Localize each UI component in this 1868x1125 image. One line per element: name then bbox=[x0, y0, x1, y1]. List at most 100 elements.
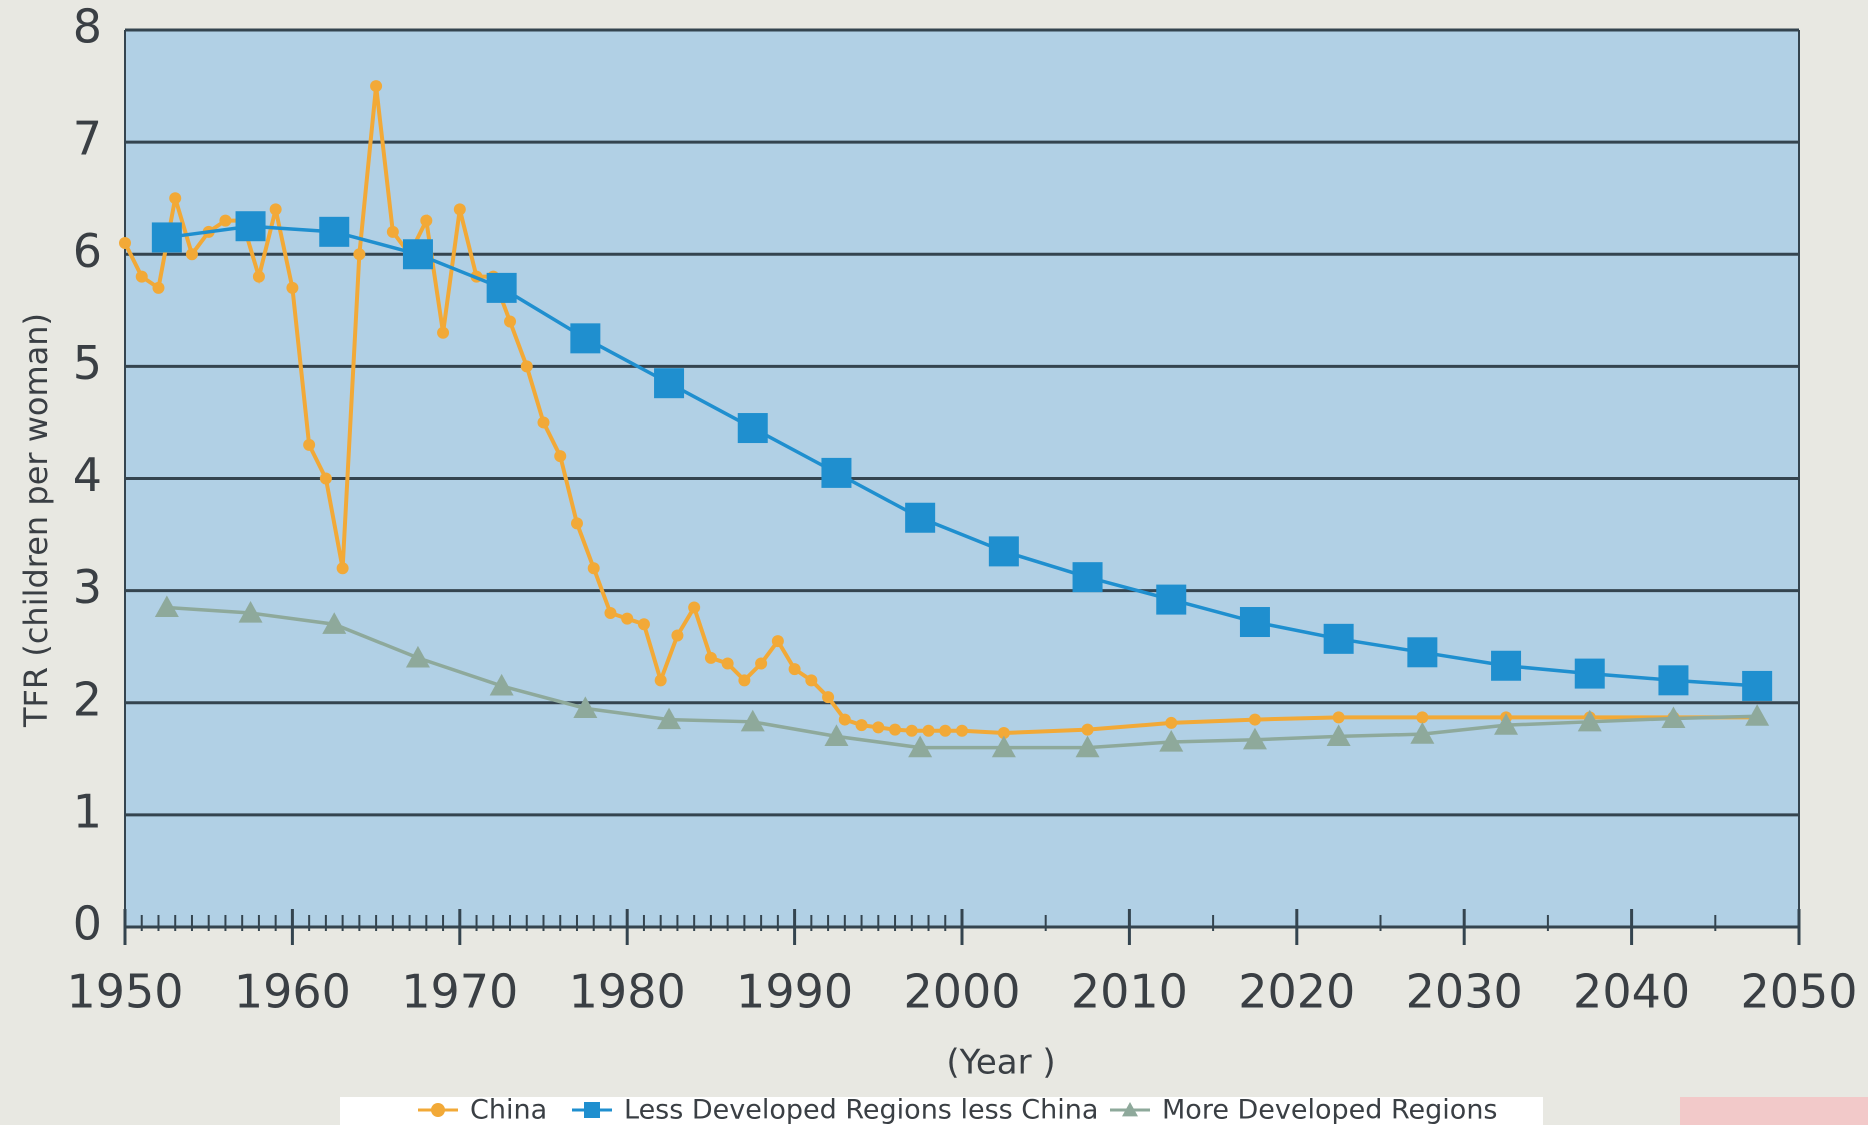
y-tick-label: 8 bbox=[73, 0, 102, 54]
data-point bbox=[1332, 711, 1345, 724]
legend-band bbox=[340, 1097, 1543, 1125]
data-point bbox=[824, 724, 849, 746]
data-point bbox=[319, 216, 350, 247]
data-point bbox=[219, 214, 232, 227]
data-point bbox=[805, 674, 818, 687]
data-point bbox=[1745, 704, 1770, 726]
data-point bbox=[169, 192, 182, 205]
data-point bbox=[905, 724, 918, 737]
data-point bbox=[185, 248, 198, 261]
x-tick-label: 1990 bbox=[736, 965, 853, 1019]
data-point bbox=[788, 663, 801, 676]
data-point bbox=[252, 270, 265, 283]
y-tick-label: 7 bbox=[73, 112, 102, 166]
y-tick-label: 5 bbox=[73, 336, 102, 390]
y-tick-label: 1 bbox=[73, 784, 102, 838]
data-point bbox=[453, 203, 466, 216]
data-point bbox=[1407, 637, 1438, 668]
data-point bbox=[654, 674, 667, 687]
data-point bbox=[537, 416, 550, 429]
data-point bbox=[1156, 584, 1187, 615]
data-point bbox=[520, 360, 533, 373]
data-point bbox=[420, 214, 433, 227]
data-point bbox=[997, 727, 1010, 740]
data-point bbox=[405, 645, 430, 668]
data-point bbox=[1242, 727, 1267, 750]
data-point bbox=[671, 629, 684, 642]
data-point bbox=[1159, 729, 1184, 752]
data-point bbox=[1165, 716, 1178, 729]
data-point bbox=[1072, 562, 1103, 593]
data-point bbox=[1326, 724, 1351, 746]
data-point bbox=[704, 651, 717, 664]
data-point bbox=[1494, 713, 1519, 735]
data-point bbox=[637, 618, 650, 631]
data-point bbox=[922, 724, 935, 737]
legend-label: Less Developed Regions less China bbox=[624, 1095, 1098, 1125]
data-point bbox=[1410, 722, 1435, 744]
y-tick-label: 3 bbox=[73, 560, 102, 614]
y-tick-label: 2 bbox=[73, 672, 102, 726]
x-tick-label: 2020 bbox=[1238, 965, 1355, 1019]
data-point bbox=[119, 237, 131, 250]
data-point bbox=[386, 225, 399, 238]
y-tick-label: 0 bbox=[73, 897, 102, 951]
data-point bbox=[1081, 723, 1094, 736]
y-tick-label: 6 bbox=[73, 224, 102, 278]
x-tick-label: 2010 bbox=[1071, 965, 1188, 1019]
data-point bbox=[486, 272, 517, 303]
x-tick-label: 1960 bbox=[234, 965, 351, 1019]
series-line bbox=[166, 605, 1758, 750]
x-tick-label: 1950 bbox=[66, 965, 183, 1019]
data-point bbox=[269, 203, 282, 216]
data-point bbox=[654, 368, 685, 399]
data-point bbox=[657, 707, 682, 730]
data-point bbox=[152, 281, 165, 294]
legend-label: More Developed Regions bbox=[1162, 1095, 1498, 1125]
data-point bbox=[286, 281, 299, 294]
data-point bbox=[889, 723, 902, 736]
data-point bbox=[855, 719, 868, 732]
data-point bbox=[755, 657, 768, 670]
data-point bbox=[621, 612, 634, 625]
data-point bbox=[956, 724, 968, 737]
data-point bbox=[838, 713, 851, 726]
corner-block bbox=[1680, 1097, 1868, 1125]
data-point bbox=[319, 472, 332, 485]
data-point bbox=[489, 673, 514, 696]
data-point bbox=[988, 536, 1019, 567]
data-point bbox=[905, 502, 936, 533]
data-point bbox=[721, 657, 734, 670]
y-tick-label: 4 bbox=[73, 448, 102, 502]
y-axis-label: TFR (children per woman) bbox=[17, 313, 55, 728]
data-point bbox=[1658, 665, 1689, 696]
x-tick-label: 2040 bbox=[1573, 965, 1690, 1019]
x-tick-label: 2030 bbox=[1406, 965, 1523, 1019]
x-tick-label: 2000 bbox=[903, 965, 1020, 1019]
data-point bbox=[821, 457, 852, 488]
data-point bbox=[1239, 607, 1270, 638]
data-point bbox=[1574, 658, 1605, 689]
data-point bbox=[135, 270, 148, 283]
data-point bbox=[151, 222, 182, 253]
x-tick-label: 1980 bbox=[569, 965, 686, 1019]
data-point bbox=[235, 211, 266, 242]
data-point bbox=[688, 601, 701, 614]
data-point bbox=[822, 691, 835, 704]
data-point bbox=[322, 612, 347, 634]
data-point bbox=[370, 80, 383, 93]
legend-label: China bbox=[470, 1095, 547, 1125]
data-point bbox=[1661, 706, 1686, 729]
data-point bbox=[554, 450, 567, 463]
data-point bbox=[573, 696, 598, 718]
data-point bbox=[737, 413, 768, 444]
data-point bbox=[570, 323, 601, 354]
data-point bbox=[1491, 650, 1522, 681]
data-point bbox=[336, 562, 349, 575]
data-point bbox=[991, 735, 1016, 758]
data-point bbox=[437, 326, 450, 339]
data-point bbox=[1323, 623, 1354, 654]
data-point bbox=[771, 635, 784, 648]
